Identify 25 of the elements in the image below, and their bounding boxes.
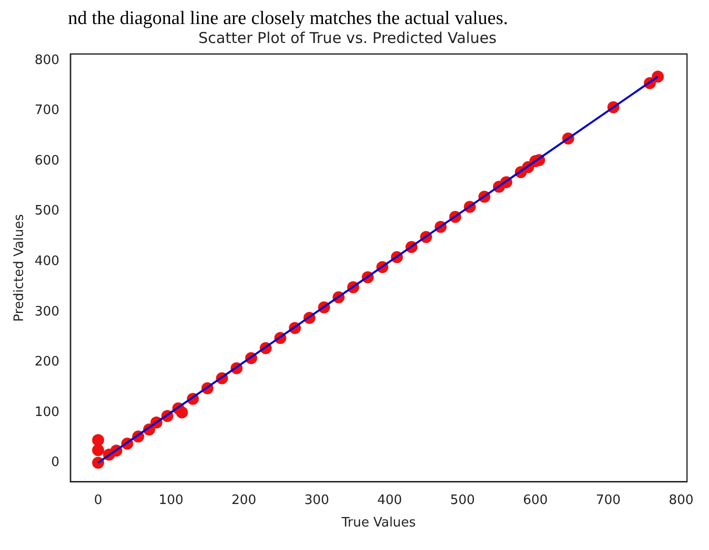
x-tick-label: 200 bbox=[231, 492, 256, 508]
y-tick-label: 600 bbox=[34, 153, 60, 168]
x-tick-label: 100 bbox=[158, 492, 184, 508]
point bbox=[176, 406, 188, 418]
x-tick-label: 400 bbox=[377, 492, 402, 508]
y-tick-label: 500 bbox=[34, 204, 60, 219]
y-tick-label: 100 bbox=[34, 404, 60, 420]
point bbox=[92, 444, 104, 456]
text: nd the diagonal line are closely matches the actual values. bbox=[67, 8, 509, 30]
y-tick-label: 400 bbox=[34, 254, 60, 269]
x-tick-label: 0 bbox=[94, 492, 102, 508]
y-tick-label: 0 bbox=[51, 455, 60, 470]
x-axis-title: True Values bbox=[340, 516, 416, 531]
y-tick-label: 200 bbox=[34, 354, 60, 370]
x-tick-label: 600 bbox=[522, 492, 548, 508]
y-tick-label: 800 bbox=[34, 52, 60, 68]
chart-title: Scatter Plot of True vs. Predicted Values bbox=[198, 28, 497, 47]
y-tick-label: 300 bbox=[34, 304, 60, 320]
y-tick-label: 700 bbox=[34, 103, 60, 118]
x-tick-label: 300 bbox=[304, 492, 330, 508]
y-axis-title: Predicted Values bbox=[12, 214, 28, 322]
x-tick-label: 800 bbox=[668, 492, 694, 508]
x-tick-label: 500 bbox=[450, 492, 475, 508]
point bbox=[92, 434, 104, 446]
x-tick-label: 700 bbox=[596, 492, 621, 508]
